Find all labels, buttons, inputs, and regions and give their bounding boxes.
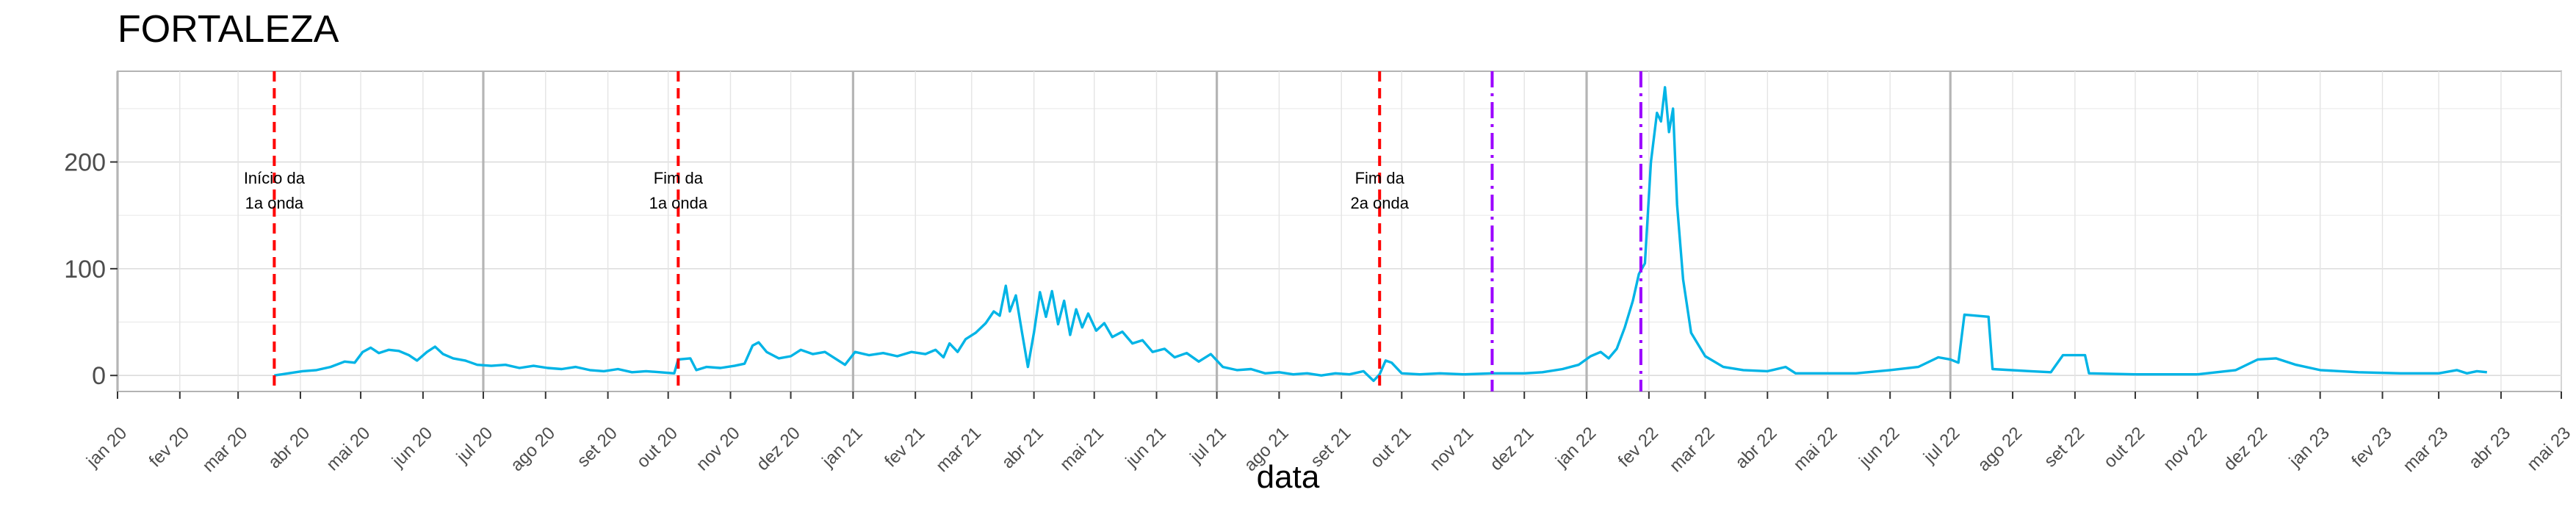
annotation-label-line: Fim da: [654, 169, 704, 187]
annotation-labels: Início da 1a onda Fim da 1a onda Fim da 2a on…: [244, 169, 1410, 212]
y-tick-label: 0: [92, 362, 106, 390]
y-tick-label: 200: [64, 149, 106, 177]
annotation-label-line: 2a onda: [1350, 194, 1409, 212]
grid-minor: [118, 108, 2561, 323]
annotation-label-line: Início da: [244, 169, 306, 187]
series-line: [274, 86, 2487, 383]
annotation-label: Fim da 1a onda: [649, 169, 708, 212]
gray-vlines: [116, 71, 1952, 391]
annotation-label: Fim da 2a onda: [1350, 169, 1409, 212]
annotation-label-line: 1a onda: [649, 194, 708, 212]
x-axis-title: data: [1256, 459, 1320, 495]
plot-panel: [117, 71, 2562, 392]
annotation-label-line: Fim da: [1355, 169, 1405, 187]
annotation-label-line: 1a onda: [245, 194, 304, 212]
series-layer: [274, 86, 2487, 383]
y-tick-label: 100: [64, 256, 106, 284]
annotation-lines: [273, 71, 1642, 391]
chart-title: FORTALEZA: [118, 8, 339, 51]
annotation-label: Início da 1a onda: [244, 169, 306, 212]
y-axis: 0 100 200: [64, 149, 118, 390]
